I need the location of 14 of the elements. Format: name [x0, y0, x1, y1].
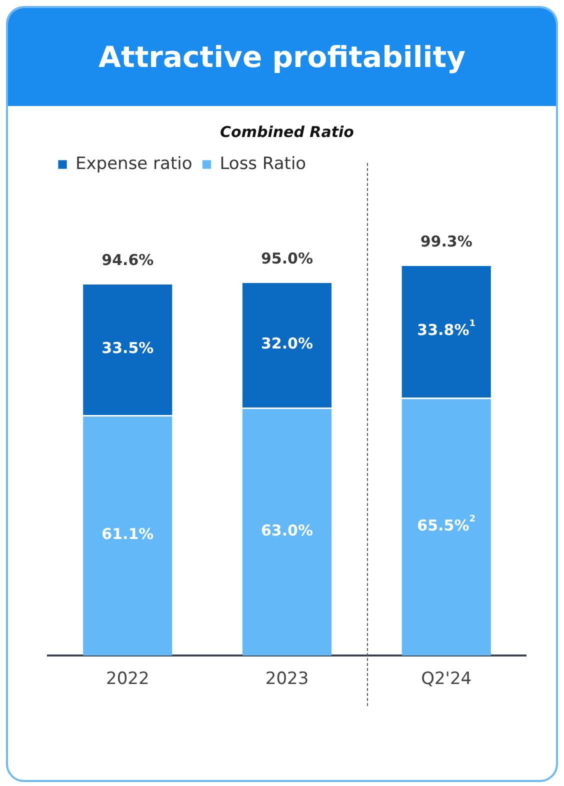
x-tick-label: 2023: [265, 669, 309, 690]
data-label: 63.0%: [260, 521, 314, 540]
x-tick-label: 2022: [106, 669, 150, 690]
total-label: 94.6%: [102, 250, 154, 269]
legend-label: Loss Ratio: [220, 154, 306, 174]
data-label: 33.5%: [102, 338, 154, 357]
data-label: 61.1%: [102, 525, 154, 544]
chart-subtitle: Combined Ratio: [220, 122, 354, 141]
legend-label: Expense ratio: [76, 154, 192, 174]
total-label: 99.3%: [420, 232, 472, 250]
data-label: 32.0%: [260, 334, 314, 352]
chart-title: Attractive profitability: [98, 40, 466, 74]
x-tick-label: Q2'24: [421, 669, 472, 690]
total-label: 95.0%: [260, 249, 314, 268]
